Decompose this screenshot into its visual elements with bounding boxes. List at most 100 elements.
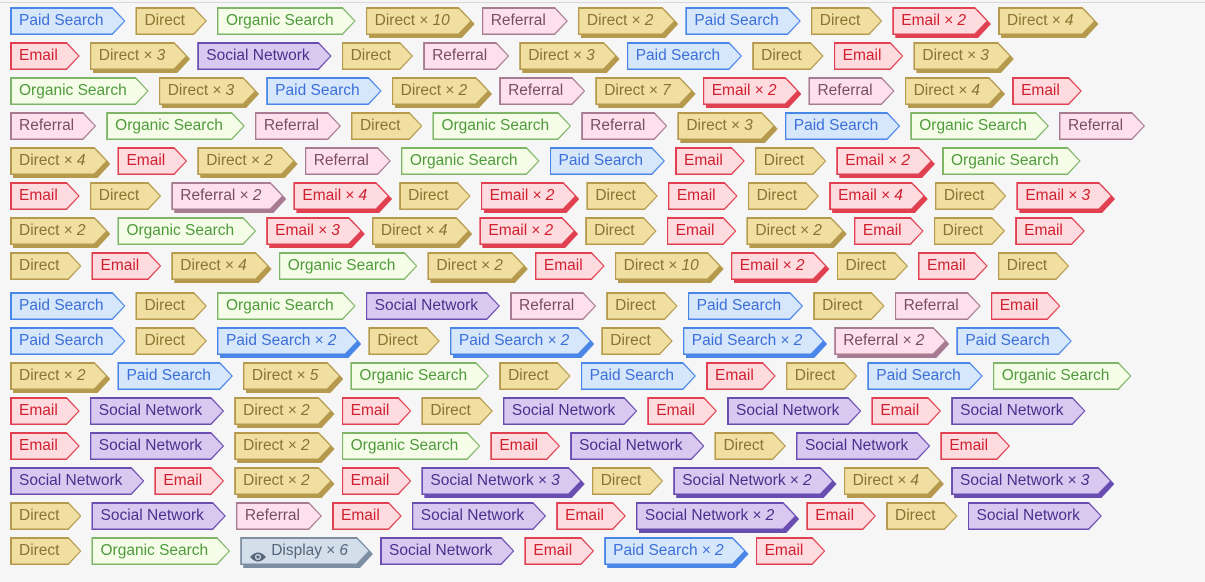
channel-tag-paid[interactable]: Paid Search × 2 [683,327,824,355]
channel-tag-social[interactable]: Social Network [412,502,546,530]
channel-tag-direct[interactable]: Direct × 3 [159,77,256,105]
channel-tag-direct[interactable]: Direct [837,252,908,280]
channel-tag-referral[interactable]: Referral [255,112,341,140]
channel-tag-email[interactable]: Email [91,252,161,280]
channel-tag-email[interactable]: Email [10,432,80,460]
channel-tag-referral[interactable]: Referral [305,147,391,175]
channel-tag-social[interactable]: Social Network [968,502,1102,530]
channel-tag-social[interactable]: Social Network × 3 [421,467,581,495]
channel-tag-email[interactable]: Email [10,182,80,210]
channel-tag-paid[interactable]: Paid Search [10,327,125,355]
channel-tag-direct[interactable]: Direct [90,182,161,210]
channel-tag-paid[interactable]: Paid Search [10,292,125,320]
channel-tag-direct[interactable]: Direct × 3 [90,42,187,70]
channel-tag-social[interactable]: Social Network [90,397,224,425]
channel-tag-email[interactable]: Email [918,252,988,280]
channel-tag-direct[interactable]: Direct × 4 [905,77,1002,105]
channel-tag-email[interactable]: Email [154,467,224,495]
channel-tag-paid[interactable]: Paid Search [550,147,665,175]
channel-tag-organic[interactable]: Organic Search [217,292,356,320]
channel-tag-direct[interactable]: Direct × 4 [844,467,941,495]
channel-tag-referral[interactable]: Referral [808,77,894,105]
channel-tag-direct[interactable]: Direct [135,7,206,35]
channel-tag-email[interactable]: Email [940,432,1010,460]
channel-tag-direct[interactable]: Direct [10,252,81,280]
channel-tag-direct[interactable]: Direct × 2 [427,252,524,280]
channel-tag-direct[interactable]: Direct [886,502,957,530]
channel-tag-organic[interactable]: Organic Search [91,537,230,565]
channel-tag-direct[interactable]: Direct × 2 [10,217,107,245]
channel-tag-direct[interactable]: Direct × 3 [677,112,774,140]
channel-tag-paid[interactable]: Paid Search [956,327,1071,355]
channel-tag-referral[interactable]: Referral × 2 [834,327,946,355]
channel-tag-organic[interactable]: Organic Search [942,147,1081,175]
channel-tag-email[interactable]: Email [871,397,941,425]
channel-tag-organic[interactable]: Organic Search [432,112,571,140]
channel-tag-direct[interactable]: Direct [601,327,672,355]
channel-tag-direct[interactable]: Direct [934,217,1005,245]
channel-tag-direct[interactable]: Direct [748,182,819,210]
channel-tag-email[interactable]: Email [647,397,717,425]
channel-tag-direct[interactable]: Direct [714,432,785,460]
channel-tag-paid[interactable]: Paid Search [867,362,982,390]
channel-tag-direct[interactable]: Direct [135,327,206,355]
channel-tag-email[interactable]: Email × 2 [479,217,575,245]
channel-tag-paid[interactable]: Paid Search × 2 [217,327,358,355]
channel-tag-email[interactable]: Email [556,502,626,530]
channel-tag-direct[interactable]: Direct [351,112,422,140]
channel-tag-organic[interactable]: Organic Search [279,252,418,280]
channel-tag-email[interactable]: Email × 2 [481,182,577,210]
channel-tag-direct[interactable]: Direct × 4 [372,217,469,245]
channel-tag-direct[interactable]: Direct × 5 [243,362,340,390]
channel-tag-social[interactable]: Social Network [197,42,331,70]
channel-tag-paid[interactable]: Paid Search [10,7,125,35]
channel-tag-social[interactable]: Social Network [90,432,224,460]
channel-tag-direct[interactable]: Direct × 2 [234,467,331,495]
channel-tag-organic[interactable]: Organic Search [401,147,540,175]
channel-tag-paid[interactable]: Paid Search [117,362,232,390]
channel-tag-email[interactable]: Email [342,467,412,495]
channel-tag-direct[interactable]: Direct × 2 [10,362,107,390]
channel-tag-email[interactable]: Email × 2 [836,147,932,175]
channel-tag-organic[interactable]: Organic Search [342,432,481,460]
channel-tag-social[interactable]: Social Network [503,397,637,425]
channel-tag-referral[interactable]: Referral [1059,112,1145,140]
channel-tag-organic[interactable]: Organic Search [350,362,489,390]
channel-tag-email[interactable]: Email × 2 [892,7,988,35]
channel-tag-direct[interactable]: Direct [499,362,570,390]
channel-tag-organic[interactable]: Organic Search [10,77,149,105]
channel-tag-direct[interactable]: Direct × 10 [615,252,721,280]
channel-tag-paid[interactable]: Paid Search × 2 [450,327,591,355]
channel-tag-organic[interactable]: Organic Search [910,112,1049,140]
channel-tag-email[interactable]: Email × 4 [293,182,389,210]
channel-tag-social[interactable]: Social Network [366,292,500,320]
channel-tag-social[interactable]: Social Network [727,397,861,425]
channel-tag-email[interactable]: Email [834,42,904,70]
channel-tag-email[interactable]: Email [706,362,776,390]
channel-tag-email[interactable]: Email [332,502,402,530]
channel-tag-direct[interactable]: Direct [585,217,656,245]
channel-tag-referral[interactable]: Referral [581,112,667,140]
channel-tag-direct[interactable]: Direct × 2 [197,147,294,175]
channel-tag-direct[interactable]: Direct × 4 [998,7,1095,35]
channel-tag-paid[interactable]: Paid Search [581,362,696,390]
channel-tag-organic[interactable]: Organic Search [117,217,256,245]
channel-tag-direct[interactable]: Direct × 2 [392,77,489,105]
channel-tag-direct[interactable]: Direct [935,182,1006,210]
channel-tag-direct[interactable]: Direct [998,252,1069,280]
channel-tag-referral[interactable]: Referral [895,292,981,320]
channel-tag-social[interactable]: Social Network [796,432,930,460]
channel-tag-organic[interactable]: Organic Search [217,7,356,35]
channel-tag-email[interactable]: Email × 2 [703,77,799,105]
channel-tag-paid[interactable]: Paid Search [688,292,803,320]
channel-tag-direct[interactable]: Direct [606,292,677,320]
channel-tag-organic[interactable]: Organic Search [993,362,1132,390]
channel-tag-referral[interactable]: Referral × 2 [171,182,283,210]
channel-tag-email[interactable]: Email [675,147,745,175]
channel-tag-direct[interactable]: Direct [752,42,823,70]
channel-tag-email[interactable]: Email [1015,217,1085,245]
channel-tag-email[interactable]: Email [668,182,738,210]
channel-tag-referral[interactable]: Referral [10,112,96,140]
channel-tag-email[interactable]: Email [117,147,187,175]
channel-tag-email[interactable]: Email [756,537,826,565]
